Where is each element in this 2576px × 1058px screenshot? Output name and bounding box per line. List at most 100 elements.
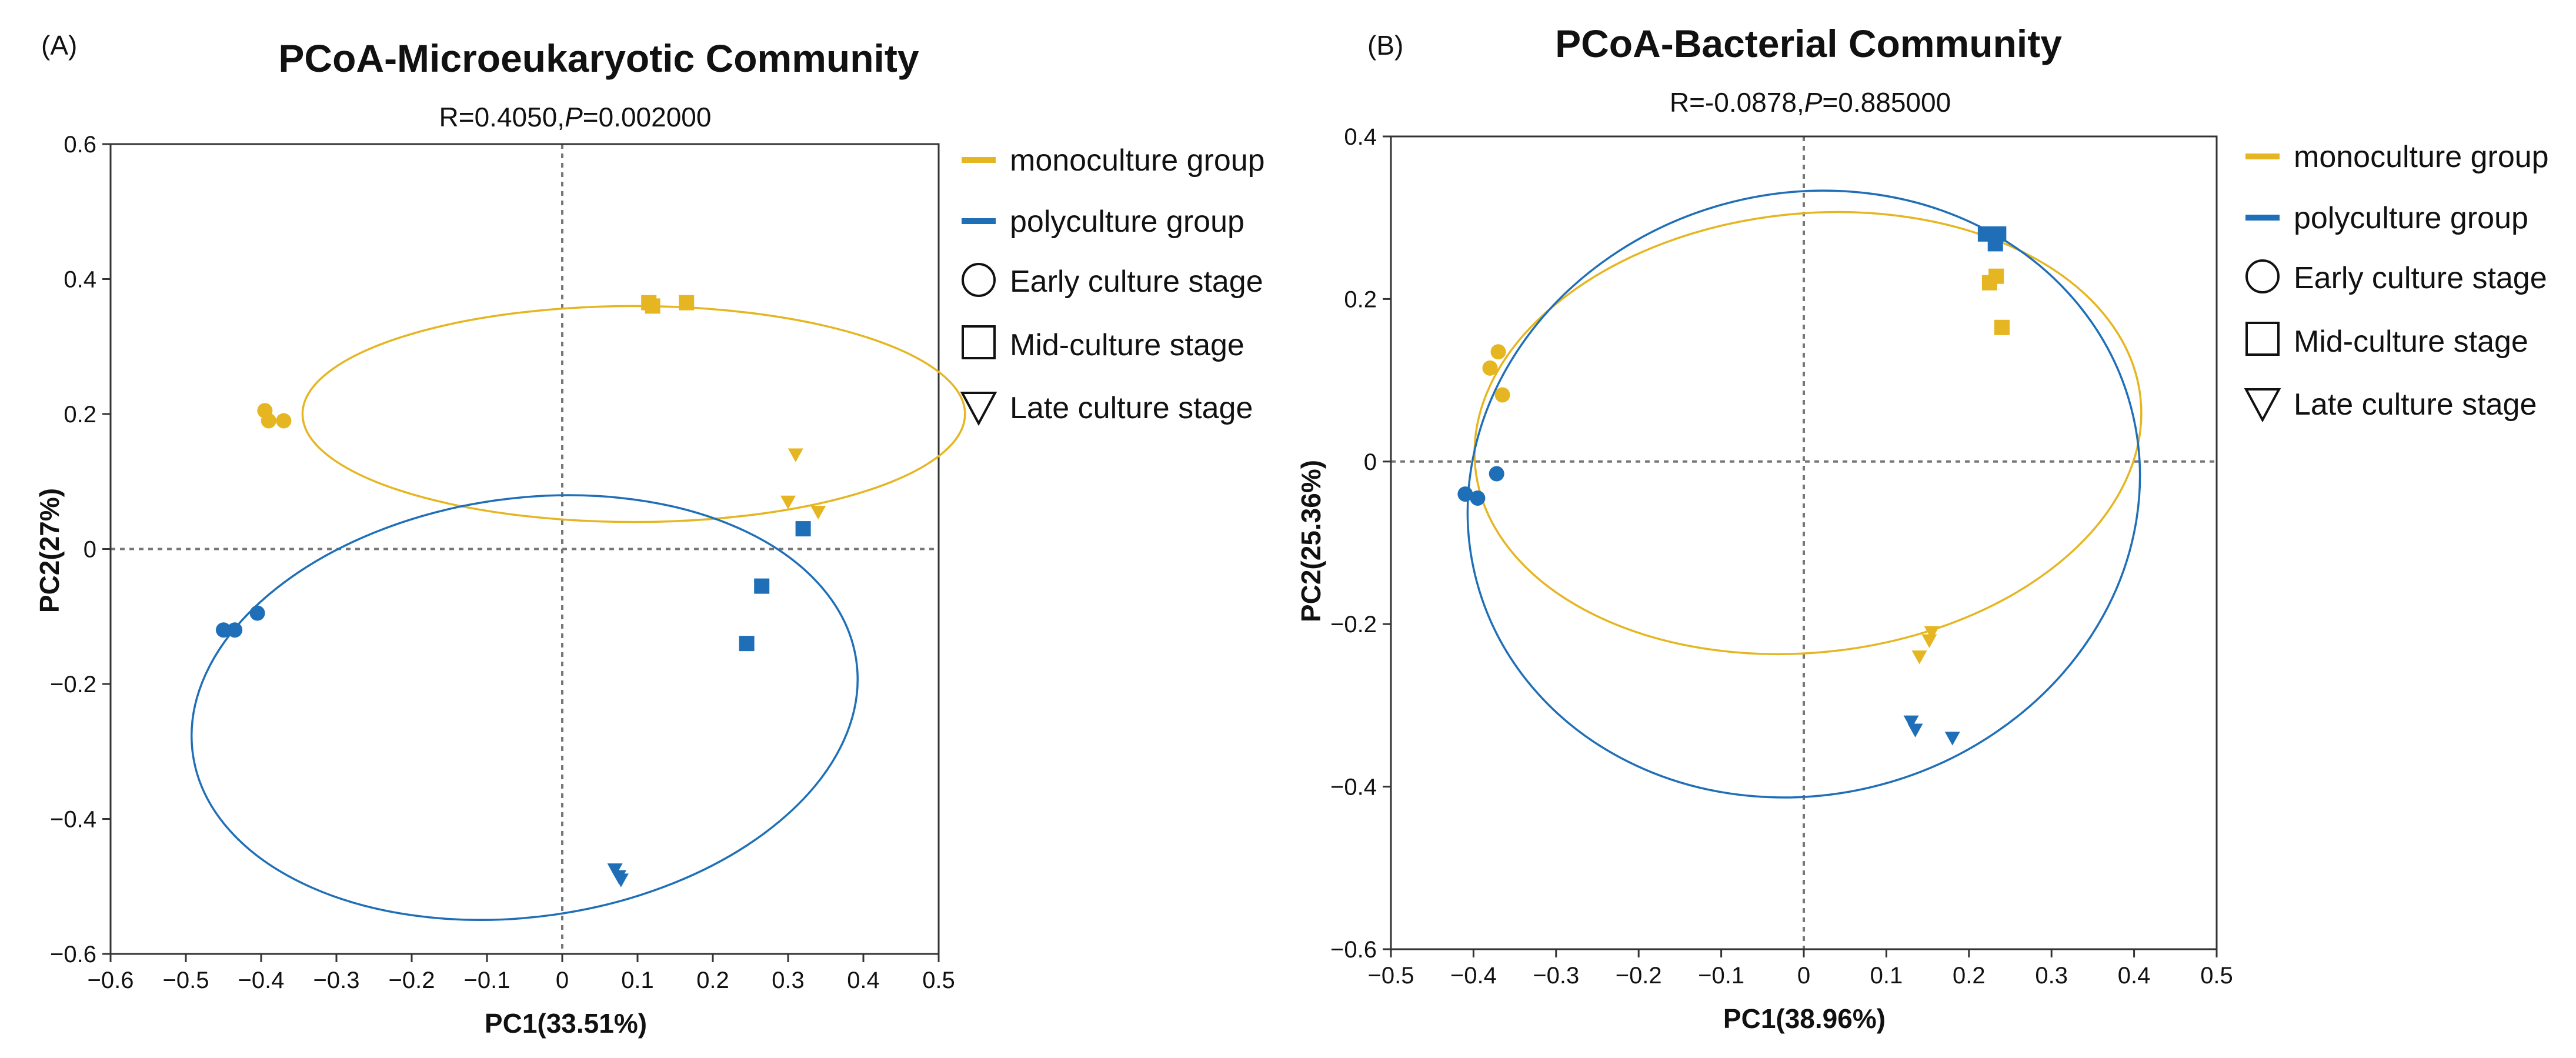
legend-b-late-triangle-icon <box>2244 388 2281 423</box>
legend-mid-square-icon <box>962 325 996 359</box>
x-tick-label: −0.1 <box>464 967 510 993</box>
y-tick-label: 0 <box>84 537 96 563</box>
ellipse-mono <box>301 305 966 523</box>
panel-b-title: PCoA-Bacterial Community <box>1555 22 2062 65</box>
panel-a-title: PCoA-Microeukaryotic Community <box>278 36 919 80</box>
legend-b-poly-label: polyculture group <box>2294 201 2528 235</box>
x-tick-label: 0.4 <box>2118 963 2151 989</box>
point-poly-mid <box>754 578 770 594</box>
x-tick-label: −0.5 <box>1368 963 1414 989</box>
x-tick-label: −0.1 <box>1698 963 1744 989</box>
point-mono-late <box>788 448 803 462</box>
panel-b-legend: monoculture group polyculture group Earl… <box>2244 140 2549 423</box>
panel-b-label: (B) <box>1367 30 1403 61</box>
panel-b-plot-area: −0.5 −0.4 −0.3 −0.2 −0.1 0 0.1 0.2 0.3 0.4 0.5 −0.6… <box>1330 124 2233 989</box>
point-poly-early <box>1470 490 1486 506</box>
x-tick-label: 0.4 <box>847 967 880 993</box>
x-tick-label: 0.3 <box>2035 963 2068 989</box>
panel-b-stat-r: R=-0.0878, <box>1670 87 1804 118</box>
x-tick-label: −0.2 <box>389 967 435 993</box>
point-poly-early <box>216 622 231 638</box>
point-mono-late <box>1911 650 1927 665</box>
panel-b-stat-p-value: =0.885000 <box>1822 87 1951 118</box>
x-tick-label: 0.2 <box>1953 963 1986 989</box>
y-tick-label: −0.6 <box>50 942 96 967</box>
point-poly-late <box>1944 732 1960 746</box>
panel-a: (A) PCoA-Microeukaryotic Community R=0.4… <box>34 30 966 1039</box>
panel-a-stat-r: R=0.4050, <box>439 102 565 132</box>
panel-a-x-axis-label: PC1(33.51%) <box>485 1008 647 1039</box>
panel-b-y-axis-label: PC2(25.36%) <box>1296 460 1326 622</box>
y-tick-label: 0.4 <box>1344 124 1377 150</box>
panel-b: (B) PCoA-Bacterial Community R=-0.0878,P… <box>1296 22 2233 1034</box>
x-tick-label: 0 <box>556 967 569 993</box>
y-tick-label: 0.6 <box>64 132 96 158</box>
point-poly-early <box>249 605 265 621</box>
panel-a-label: (A) <box>41 30 77 61</box>
x-tick-label: −0.5 <box>163 967 209 993</box>
x-tick-label: 0.5 <box>922 967 955 993</box>
legend-early-label: Early culture stage <box>1010 265 1263 299</box>
x-tick-label: −0.4 <box>1450 963 1497 989</box>
ellipse-poly <box>191 494 859 921</box>
legend-late-triangle-icon <box>960 392 997 426</box>
panel-a-plot-area: −0.6 −0.5 −0.4 −0.3 −0.2 −0.1 0 0.1 0.2 0.3 0.4 0.5… <box>50 132 966 993</box>
panel-a-stat-p-label: P <box>565 102 583 132</box>
legend-b-mid-label: Mid-culture stage <box>2294 325 2528 359</box>
point-mono-mid <box>1994 319 2010 335</box>
point-mono-late <box>1924 626 1940 640</box>
point-poly-late <box>1903 715 1919 730</box>
point-mono-early <box>261 413 276 429</box>
ellipse-poly <box>1466 189 2141 799</box>
point-mono-late <box>780 495 796 510</box>
y-tick-label: −0.4 <box>50 807 96 833</box>
x-tick-label: 0.3 <box>772 967 805 993</box>
legend-mono-label: monoculture group <box>1010 143 1265 178</box>
ellipse-mono <box>1473 211 2143 656</box>
x-tick-label: −0.4 <box>238 967 285 993</box>
y-tick-label: −0.2 <box>50 672 96 697</box>
point-poly-mid <box>739 636 755 652</box>
x-tick-label: 0.5 <box>2200 963 2233 989</box>
x-tick-label: −0.3 <box>313 967 360 993</box>
legend-b-mono-label: monoculture group <box>2294 140 2549 174</box>
point-poly-early <box>1489 466 1504 482</box>
y-tick-label: −0.2 <box>1330 612 1377 638</box>
legend-b-late-label: Late culture stage <box>2294 388 2537 422</box>
point-mono-early <box>276 413 292 429</box>
x-tick-label: 0.1 <box>1870 963 1903 989</box>
y-tick-label: −0.6 <box>1330 937 1377 963</box>
point-poly-mid <box>795 521 811 537</box>
panel-a-stats: R=0.4050,P=0.002000 <box>439 102 712 132</box>
panel-b-x-axis-label: PC1(38.96%) <box>1723 1003 1886 1034</box>
panel-b-stats: R=-0.0878,P=0.885000 <box>1670 87 1951 118</box>
legend-poly-label: polyculture group <box>1010 205 1244 239</box>
panel-b-stat-p-label: P <box>1804 87 1823 118</box>
y-tick-label: 0 <box>1364 449 1377 475</box>
panel-a-y-axis-label: PC2(27%) <box>34 488 65 613</box>
point-mono-mid <box>1988 268 2004 284</box>
legend-b-early-circle-icon <box>2245 259 2280 293</box>
point-poly-mid <box>1987 236 2003 252</box>
y-tick-label: 0.2 <box>1344 286 1377 312</box>
x-tick-label: 0.1 <box>621 967 654 993</box>
point-poly-early <box>227 622 243 638</box>
legend-b-early-label: Early culture stage <box>2294 261 2547 295</box>
x-tick-label: −0.3 <box>1533 963 1579 989</box>
panel-a-legend: monoculture group polyculture group Earl… <box>960 143 1265 426</box>
x-tick-label: 0 <box>1797 963 1810 989</box>
point-poly-late <box>1907 723 1923 737</box>
y-tick-label: −0.4 <box>1330 775 1377 800</box>
point-mono-mid <box>645 298 660 314</box>
point-poly-late <box>613 873 629 887</box>
point-mono-early <box>1482 360 1498 376</box>
legend-early-circle-icon <box>962 263 996 297</box>
x-tick-label: −0.6 <box>88 967 134 993</box>
x-tick-label: 0.2 <box>696 967 729 993</box>
x-tick-label: −0.2 <box>1616 963 1662 989</box>
y-tick-label: 0.4 <box>64 267 96 293</box>
point-poly-early <box>1457 486 1473 502</box>
point-mono-early <box>1494 387 1510 403</box>
point-mono-mid <box>679 295 695 311</box>
